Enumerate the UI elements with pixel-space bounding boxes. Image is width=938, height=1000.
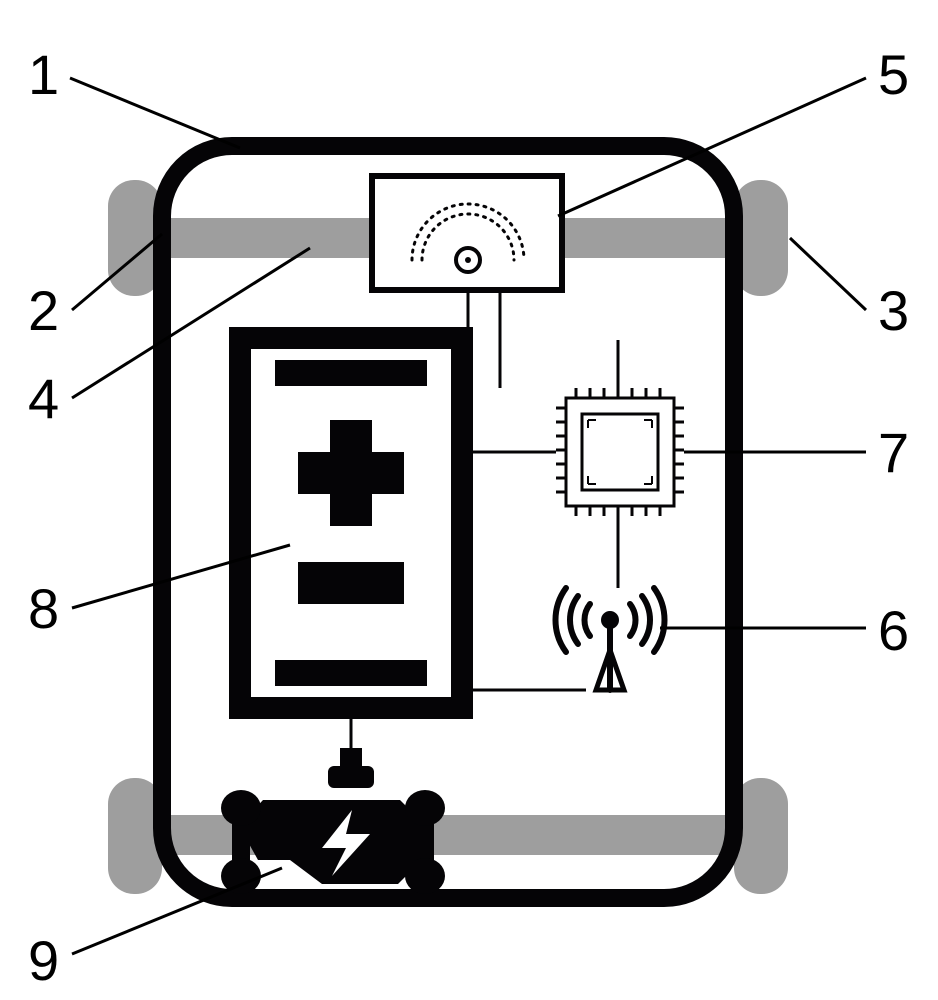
label-4: 4 <box>28 366 59 431</box>
dashboard <box>372 176 562 290</box>
label-2: 2 <box>28 278 59 343</box>
vehicle-schematic <box>0 0 938 1000</box>
label-5: 5 <box>878 42 909 107</box>
motor-icon <box>221 748 445 894</box>
label-1: 1 <box>28 42 59 107</box>
label-6: 6 <box>878 598 909 663</box>
label-9: 9 <box>28 928 59 993</box>
battery <box>240 338 462 708</box>
label-7: 7 <box>878 420 909 485</box>
cpu-chip <box>556 388 684 516</box>
label-3: 3 <box>878 278 909 343</box>
label-8: 8 <box>28 576 59 641</box>
antenna-icon <box>555 588 664 690</box>
connection-wires <box>500 290 618 388</box>
